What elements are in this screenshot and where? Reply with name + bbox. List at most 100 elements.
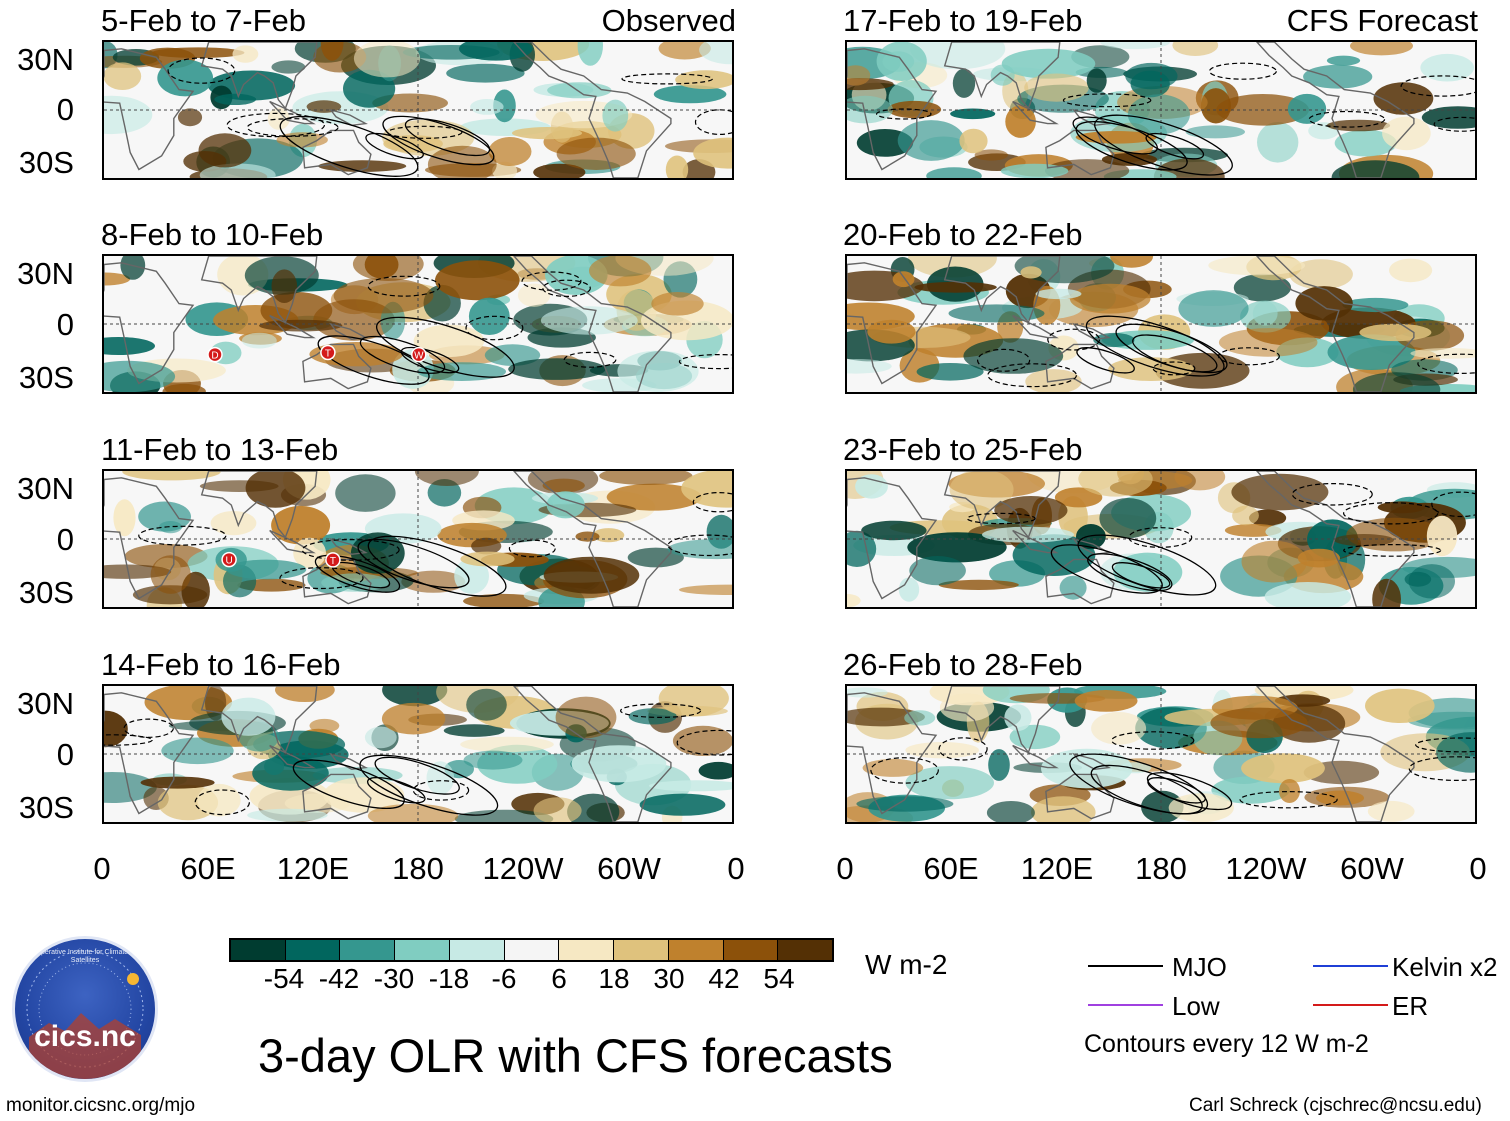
olr-anomaly-blob: [1099, 498, 1157, 539]
mjo-contour: [382, 115, 495, 166]
olr-anomaly-blob: [599, 471, 693, 485]
olr-anomaly-blob: [939, 693, 995, 722]
colorbar-swatch: [723, 940, 779, 960]
olr-anomaly-blob: [988, 749, 1010, 781]
colorbar-swatch: [285, 940, 341, 960]
panel-tag-forecast: CFS Forecast: [1286, 3, 1478, 38]
colorbar: [229, 938, 834, 962]
olr-anomaly-blob: [381, 702, 446, 735]
olr-anomaly-blob: [658, 686, 729, 717]
panel-title: 11-Feb to 13-Feb: [101, 432, 339, 467]
olr-anomaly-blob: [1110, 256, 1154, 268]
olr-anomaly-blob: [1303, 64, 1373, 89]
dashed-contour: [246, 118, 339, 137]
dashed-contour: [676, 729, 732, 756]
olr-anomaly-blob: [508, 358, 606, 380]
mjo-contour: [314, 554, 401, 593]
dashed-contour: [1111, 731, 1195, 750]
mjo-contour: [357, 538, 470, 589]
olr-anomaly-blob: [1326, 55, 1361, 66]
dashed-contour: [1415, 737, 1475, 753]
olr-anomaly-blob: [1074, 690, 1138, 712]
coastline: [328, 752, 368, 771]
lon-label: 60E: [180, 851, 236, 886]
lat-label-eq: 0: [56, 307, 74, 342]
mjo-contour: [1075, 121, 1188, 171]
colorbar-label: -30: [373, 963, 415, 994]
olr-anomaly-blob: [198, 133, 252, 168]
dashed-contour: [1400, 75, 1475, 97]
lon-label: 120E: [1020, 851, 1094, 886]
olr-anomaly-blob: [543, 556, 640, 594]
olr-anomaly-blob: [1389, 258, 1433, 283]
olr-anomaly-blob: [1218, 328, 1318, 357]
dashed-contour: [619, 703, 702, 718]
olr-anomaly-blob: [104, 337, 155, 355]
olr-anomaly-blob: [1287, 93, 1327, 124]
olr-anomaly-blob: [1001, 48, 1096, 79]
coastline: [200, 471, 318, 539]
lat-label-30s: 30S: [18, 790, 74, 825]
coastline: [269, 529, 316, 554]
olr-anomaly-blob: [226, 559, 307, 580]
mjo-contour: [317, 335, 430, 385]
olr-anomaly-blob: [463, 750, 523, 770]
mjo-contour: [1115, 323, 1228, 374]
contour-interval-note: Contours every 12 W m-2: [1084, 1030, 1369, 1058]
dashed-contour: [367, 275, 441, 297]
olr-anomaly-blob: [847, 687, 888, 698]
legend-line-er: [1313, 1004, 1388, 1006]
olr-anomaly-blob: [653, 85, 727, 104]
olr-anomaly-blob: [113, 499, 136, 537]
olr-anomaly-blob: [199, 163, 276, 178]
olr-anomaly-blob: [905, 742, 979, 759]
dashed-contour: [692, 492, 732, 513]
olr-map: [104, 42, 732, 178]
olr-anomaly-blob: [617, 350, 699, 392]
olr-anomaly-blob: [1367, 800, 1415, 822]
olr-anomaly-blob: [556, 137, 636, 170]
olr-anomaly-blob: [1241, 753, 1325, 784]
olr-anomaly-blob: [665, 155, 689, 178]
olr-anomaly-blob: [533, 797, 582, 822]
olr-anomaly-blob: [309, 718, 340, 733]
olr-anomaly-blob: [540, 306, 638, 335]
map-panel: [102, 40, 734, 180]
olr-anomaly-blob: [547, 82, 612, 99]
storm-marker: [207, 346, 223, 363]
colorbar-label: 30: [653, 963, 685, 994]
olr-anomaly-blob: [157, 59, 214, 97]
lon-label: 60W: [1340, 851, 1404, 886]
olr-anomaly-blob: [589, 256, 652, 287]
olr-anomaly-blob: [1372, 578, 1401, 607]
mjo-contour: [365, 132, 424, 160]
olr-anomaly-blob: [1342, 297, 1409, 313]
olr-anomaly-blob: [627, 547, 684, 568]
olr-map: [847, 256, 1475, 392]
footer-credit: Carl Schreck (cjschrec@ncsu.edu): [1189, 1095, 1482, 1116]
olr-anomaly-blob: [916, 363, 984, 381]
olr-anomaly-blob: [675, 70, 732, 90]
olr-anomaly-blob: [667, 539, 732, 560]
olr-anomaly-blob: [320, 42, 344, 61]
map-panel: [102, 684, 734, 824]
lat-label-eq: 0: [56, 737, 74, 772]
olr-anomaly-blob: [963, 338, 1064, 374]
dashed-contour: [301, 538, 400, 561]
olr-anomaly-blob: [905, 766, 994, 800]
coastline: [269, 744, 316, 769]
lon-label: 60E: [923, 851, 979, 886]
olr-anomaly-blob: [606, 483, 702, 511]
olr-anomaly-blob: [847, 594, 861, 607]
olr-anomaly-blob: [199, 480, 279, 492]
olr-anomaly-blob: [435, 260, 520, 301]
mjo-contour: [1069, 753, 1209, 815]
olr-anomaly-blob: [648, 780, 732, 792]
lon-label: 120W: [1225, 851, 1307, 886]
olr-anomaly-blob: [555, 696, 617, 739]
olr-anomaly-blob: [488, 137, 532, 166]
olr-anomaly-blob: [493, 89, 516, 123]
